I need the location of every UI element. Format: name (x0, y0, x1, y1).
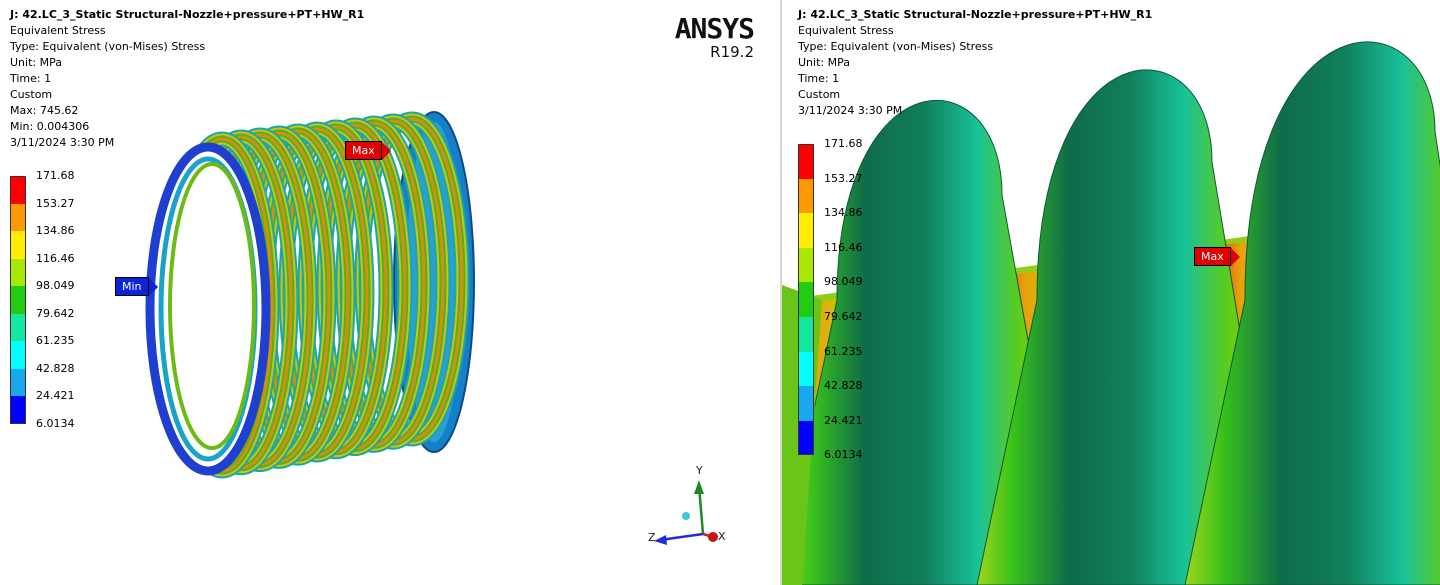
triad-y-label: Y (695, 464, 703, 477)
ansys-logo: ANSYS R19.2 (668, 12, 755, 61)
legend-swatch (798, 213, 814, 248)
legend-frame (10, 176, 26, 424)
closeup-fold-crest (782, 100, 1073, 585)
result-min: Min: 0.004306 (10, 120, 90, 133)
legend-value: 153.27 (824, 171, 863, 185)
legend-value: 24.421 (824, 413, 863, 427)
legend-value: 79.642 (824, 310, 863, 323)
legend-scale-mode: Custom (10, 88, 53, 101)
brand-name: ANSYS (674, 12, 755, 45)
closeup-fold-crest (1184, 41, 1440, 585)
legend-value: 6.0134 (36, 416, 75, 430)
min-probe-label: Min (115, 277, 149, 296)
max-probe-label: Max (345, 141, 382, 160)
result-type: Type: Equivalent (von-Mises) Stress (10, 40, 206, 53)
legend-swatch (798, 317, 814, 352)
triad-iso-ball (682, 512, 690, 520)
legend-swatch (10, 203, 26, 231)
bellows-model-overview[interactable]: Y Z X (0, 0, 780, 585)
legend-swatch (10, 396, 26, 424)
legend-swatch (798, 178, 814, 214)
legend-swatch (798, 386, 814, 421)
max-probe[interactable]: Max (345, 141, 391, 160)
legend-value: 79.642 (36, 306, 75, 320)
triad-x-label: X (718, 530, 726, 543)
legend-value: 134.86 (824, 206, 863, 220)
legend-swatch (798, 282, 814, 317)
legend-value: 153.27 (36, 196, 75, 210)
result-type: Type: Equivalent (von-Mises) Stress (798, 40, 994, 53)
max-probe-pointer (381, 141, 391, 160)
legend-scale-mode: Custom (798, 88, 841, 101)
closeup-fold-crest (976, 69, 1283, 585)
legend-value: 42.828 (36, 361, 75, 375)
legend-value: 116.46 (36, 251, 75, 265)
result-date: 3/11/2024 3:30 PM (10, 136, 115, 149)
legend-value: 61.235 (36, 334, 75, 347)
legend-value: 6.0134 (824, 448, 863, 462)
triad-x-tip (708, 532, 718, 542)
result-name: Equivalent Stress (10, 24, 106, 37)
left-end-inner-fold (168, 162, 256, 450)
result-unit: Unit: MPa (10, 56, 62, 69)
legend-frame (798, 144, 814, 456)
analysis-title: J: 42.LC_3_Static Structural-Nozzle+pres… (798, 8, 1153, 21)
legend-swatch (10, 368, 26, 396)
closeup-convolutions (782, 41, 1440, 585)
triad-z-label: Z (648, 531, 656, 544)
left-viewport[interactable]: Y Z X J: 42.LC_3_Static Structural-Nozzl… (0, 0, 780, 585)
legend-swatch (798, 247, 814, 283)
legend-swatch (798, 420, 814, 456)
legend-value: 171.68 (36, 169, 75, 182)
legend-swatch (798, 351, 814, 387)
result-time: Time: 1 (10, 72, 52, 85)
result-unit: Unit: MPa (798, 56, 850, 69)
min-probe-pointer (148, 277, 158, 296)
result-time: Time: 1 (798, 72, 840, 85)
legend-value: 116.46 (824, 240, 863, 254)
right-viewport[interactable]: J: 42.LC_3_Static Structural-Nozzle+pres… (782, 0, 1440, 585)
right-result-info: J: 42.LC_3_Static Structural-Nozzle+pres… (798, 7, 1152, 119)
legend-value: 98.049 (36, 279, 75, 292)
coordinate-triad: Y Z X (648, 464, 726, 545)
legend-swatch (10, 341, 26, 369)
legend-swatch (798, 144, 814, 179)
legend-value: 98.049 (824, 275, 863, 289)
triad-z-axis (659, 532, 704, 542)
bellows-convolutions (164, 111, 470, 479)
legend-swatch (10, 231, 26, 259)
legend-value: 24.421 (36, 389, 75, 402)
legend-value: 171.68 (824, 137, 863, 150)
legend-swatch (10, 286, 26, 314)
legend-swatch (10, 313, 26, 341)
result-name: Equivalent Stress (798, 24, 894, 37)
max-probe-pointer (1230, 247, 1240, 266)
max-probe[interactable]: Max (1194, 247, 1240, 266)
result-date: 3/11/2024 3:30 PM (798, 104, 903, 117)
brand-version: R19.2 (710, 43, 754, 61)
bellows-model-closeup[interactable] (782, 0, 1440, 585)
legend-value: 61.235 (824, 344, 863, 358)
max-probe-label: Max (1194, 247, 1231, 266)
left-result-info: J: 42.LC_3_Static Structural-Nozzle+pres… (10, 7, 364, 151)
legend-value: 42.828 (824, 379, 863, 393)
analysis-title: J: 42.LC_3_Static Structural-Nozzle+pres… (10, 8, 365, 21)
legend-swatch (10, 258, 26, 286)
legend-value: 134.86 (36, 224, 75, 237)
viewport-divider[interactable] (780, 0, 782, 585)
result-max: Max: 745.62 (10, 104, 79, 117)
legend-swatch (10, 176, 26, 204)
min-probe[interactable]: Min (115, 277, 158, 296)
